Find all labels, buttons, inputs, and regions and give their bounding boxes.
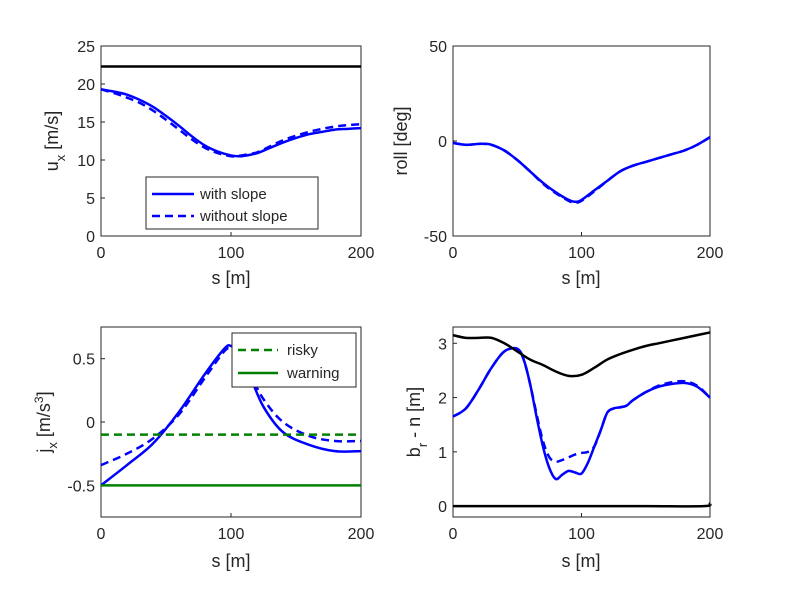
y-tick-label: 20	[77, 77, 95, 94]
subplot-speed: 0 5 10 15 20 25 0 100 200 s [m] ux [m/s] with s…	[42, 39, 374, 288]
x-tick-label: 0	[97, 526, 106, 543]
legend-label-with-slope: with slope	[199, 186, 267, 203]
legend-box: with slope without slope	[146, 177, 318, 229]
subplot-boundary: 0 1 2 3 0 100 200 s [m] br - n [m]	[404, 327, 723, 571]
x-axis-label: s [m]	[212, 551, 251, 571]
legend-label-warning: warning	[286, 365, 340, 382]
y-label-rest: - n [m]	[404, 387, 424, 443]
axes-frame	[453, 46, 710, 236]
subplot-jerk: -0.5 0 0.5 0 100 200 s [m] jx [m/s3] risky w…	[32, 327, 374, 571]
y-label-rest: [m/s	[34, 403, 54, 442]
y-tick-label: 1	[438, 445, 447, 462]
x-tick-label: 100	[568, 526, 595, 543]
y-tick-label: 0	[438, 134, 447, 151]
y-tick-label: 0.5	[73, 352, 95, 369]
series-line-with-slope	[101, 89, 361, 156]
series-lines	[101, 67, 361, 157]
y-tick-label: 15	[77, 115, 95, 132]
series-line-with-slope	[453, 137, 710, 202]
y-axis-label: br - n [m]	[404, 387, 430, 457]
y-label-rest: [m/s]	[42, 111, 62, 155]
series-line-with-slope	[453, 348, 710, 479]
y-tick-label: 0	[438, 499, 447, 516]
series-lines	[453, 332, 710, 506]
series-line-without-slope	[453, 137, 710, 203]
x-axis-label: s [m]	[212, 268, 251, 288]
x-tick-label: 200	[348, 526, 375, 543]
x-tick-label: 200	[697, 245, 724, 262]
x-axis-label: s [m]	[562, 268, 601, 288]
y-axis-label: jx [m/s3]	[32, 391, 60, 453]
y-tick-label: -50	[424, 229, 447, 246]
y-tick-label: 2	[438, 391, 447, 408]
x-tick-label: 100	[218, 526, 245, 543]
figure: 0510152025 0 100 200 s [m] ux [m/s] with s…	[0, 0, 789, 592]
legend-label-without-slope: without slope	[199, 208, 288, 225]
y-label-main: u	[42, 161, 62, 171]
y-label-end: ]	[34, 391, 54, 396]
legend-box: risky warning	[232, 333, 356, 387]
x-tick-label: 100	[218, 245, 245, 262]
y-ticks: -0.5 0 0.5	[67, 352, 105, 496]
x-tick-label: 0	[97, 245, 106, 262]
y-ticks: 0 1 2 3	[438, 336, 457, 516]
y-axis-label: roll [deg]	[391, 106, 411, 175]
y-tick-label: 25	[77, 39, 95, 56]
series-lines	[453, 137, 710, 203]
y-tick-label: 3	[438, 336, 447, 353]
y-tick-label: 0	[86, 229, 95, 246]
x-tick-label: 200	[697, 526, 724, 543]
y-tick-label: 5	[86, 191, 95, 208]
y-tick-label: 10	[77, 153, 95, 170]
x-axis-label: s [m]	[562, 551, 601, 571]
y-label-main: b	[404, 447, 424, 457]
y-tick-label: -0.5	[67, 478, 95, 495]
y-axis-label: ux [m/s]	[42, 111, 68, 172]
x-tick-label: 100	[568, 245, 595, 262]
series-line-lower-bound	[453, 503, 710, 506]
x-tick-label: 0	[449, 245, 458, 262]
y-ticks: -50 0 50	[424, 39, 457, 246]
axes-frame	[453, 327, 710, 517]
x-tick-label: 0	[449, 526, 458, 543]
y-tick-label: 50	[429, 39, 447, 56]
legend-label-risky: risky	[287, 342, 318, 359]
y-tick-label: 0	[86, 415, 95, 432]
series-line-without-slope	[453, 348, 710, 462]
x-tick-label: 200	[348, 245, 375, 262]
